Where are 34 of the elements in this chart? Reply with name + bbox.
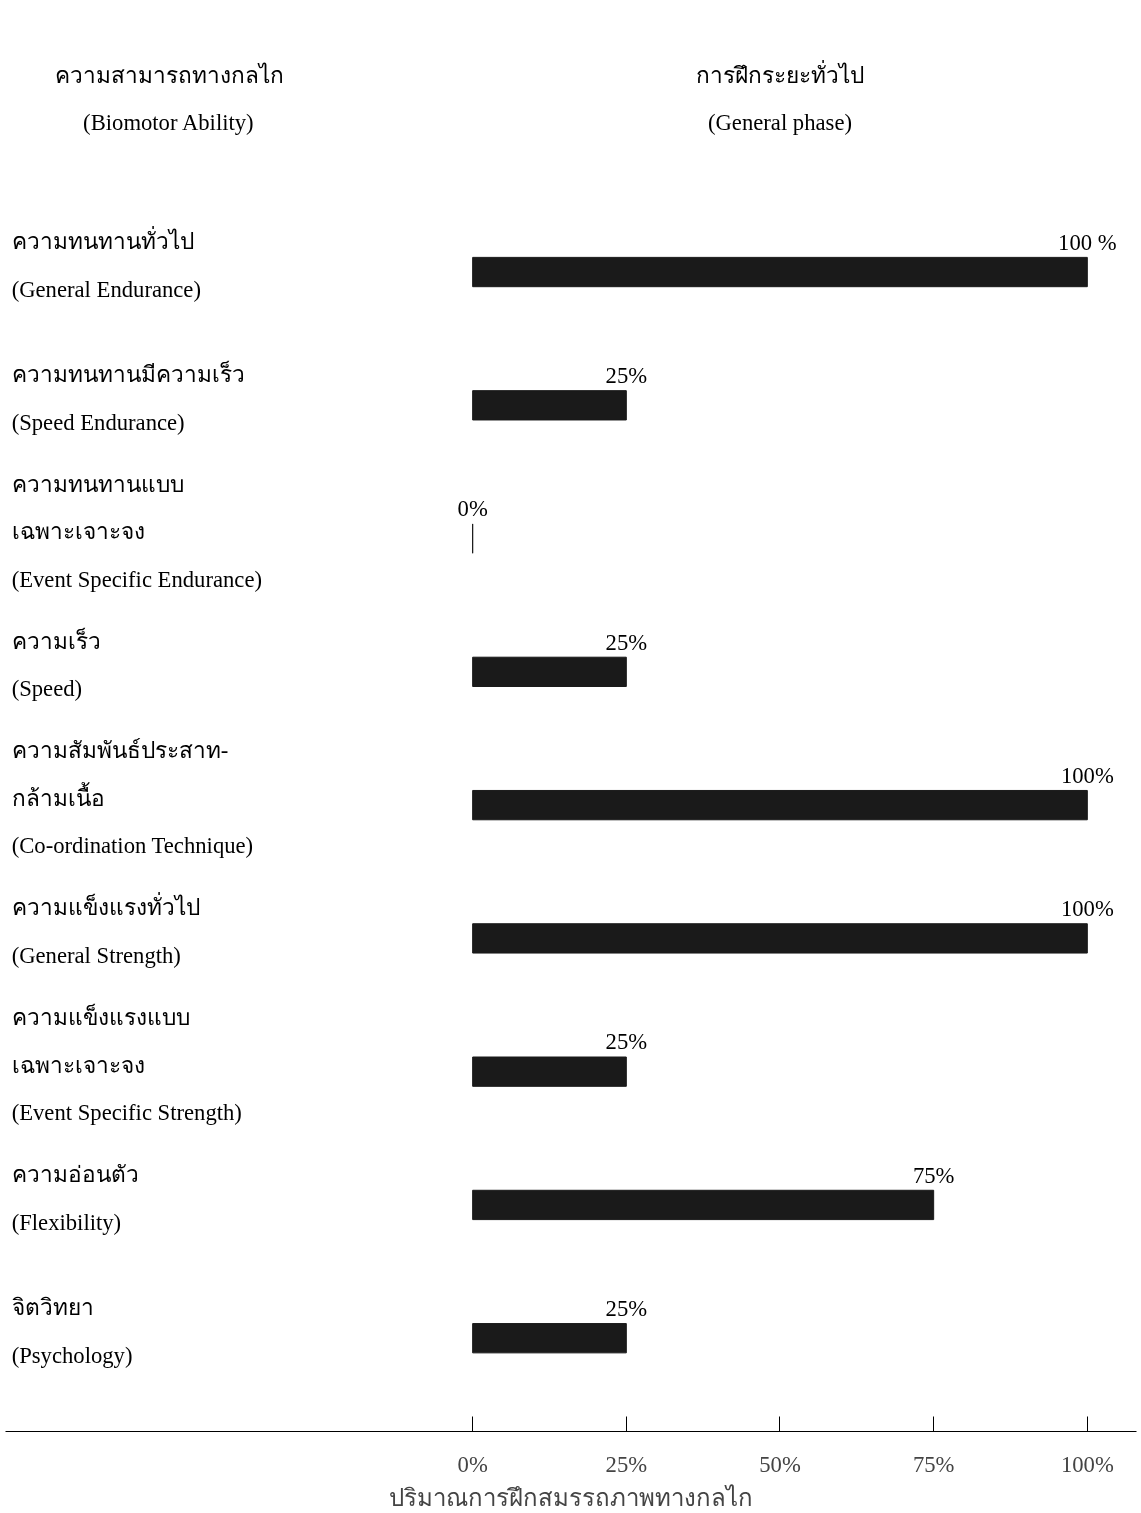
y-tick-label: ความอ่อนตัว (Flexibility) <box>11 1162 139 1235</box>
bar <box>472 656 627 688</box>
data-label: 100% <box>1060 762 1114 788</box>
data-label: 0% <box>457 496 488 522</box>
bar <box>472 923 1088 954</box>
bar <box>472 1189 935 1221</box>
data-label: 75% <box>912 1162 955 1188</box>
data-label: 100 % <box>1058 229 1117 255</box>
data-label: 25% <box>605 1029 648 1055</box>
bar <box>472 256 1088 288</box>
x-axis-title: ปริมาณการฝึกสมรรถภาพทางกลไก <box>389 1483 753 1511</box>
data-label: 25% <box>605 1295 648 1321</box>
bar <box>472 789 1088 821</box>
y-tick-label: ความทนทานทั่วไป (General Endurance) <box>11 225 201 302</box>
x-tick-label: 25% <box>605 1451 648 1477</box>
y-tick-label: ความแข็งแรงทั่วไป (General Strength) <box>11 891 200 968</box>
x-tick-label: 0% <box>457 1451 488 1477</box>
data-label: 100% <box>1060 896 1114 922</box>
data-label: 25% <box>605 362 648 388</box>
y-tick-label: ความแข็งแรงแบบ เฉพาะเจาะจง (Event Specific Strength) <box>11 1003 242 1125</box>
y-axis-title: ความสามารถทางกลไก (Biomotor Ability) <box>54 61 284 136</box>
y-tick-label: จิตวิทยา (Psychology) <box>11 1295 133 1368</box>
data-label: 25% <box>605 629 648 655</box>
y-tick-label: ความทนทานแบบ เฉพาะเจาะจง (Event Specific Endurance) <box>11 471 263 592</box>
y-tick-label: ความเร็ว (Speed) <box>11 626 101 702</box>
bar <box>472 1056 627 1087</box>
x-tick-label: 75% <box>912 1451 955 1477</box>
y-tick-label: ความสัมพันธ์ประสาท- กล้ามเนื้อ (Co-ordination Technique) <box>11 737 254 859</box>
chart-title: การฝึกระยะทั่วไป (General phase) <box>695 58 864 136</box>
y-tick-label: ความทนทานมีความเร็ว (Speed Endurance) <box>11 360 245 435</box>
bar <box>472 390 627 421</box>
bar <box>472 1323 627 1354</box>
x-tick-label: 50% <box>759 1451 801 1477</box>
x-tick-label: 100% <box>1060 1451 1114 1477</box>
